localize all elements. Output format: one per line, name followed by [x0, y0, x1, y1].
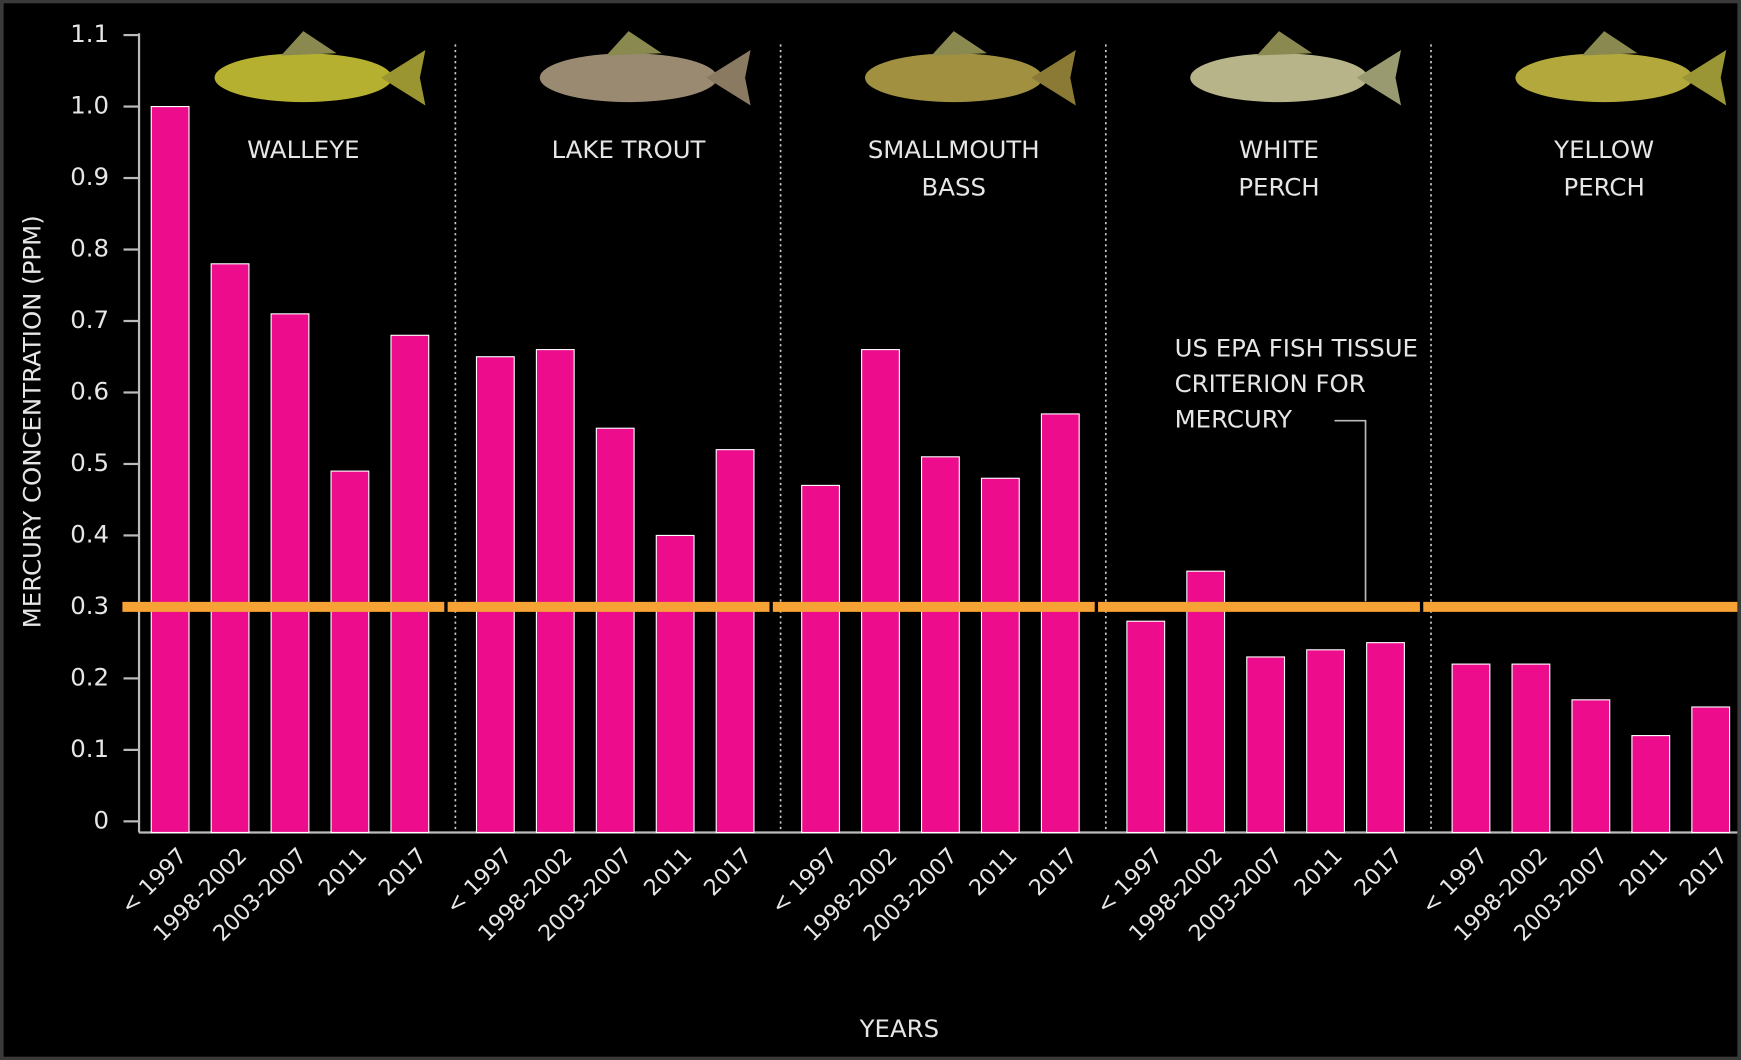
fish-fin	[281, 31, 337, 56]
y-tick-label: 0.8	[70, 234, 109, 263]
y-tick-label: 0.9	[70, 162, 109, 191]
fish-body	[214, 53, 393, 103]
bar	[801, 484, 840, 834]
bar	[150, 106, 190, 834]
bar	[210, 263, 250, 834]
bar	[1186, 570, 1226, 834]
y-tick-label: 1.0	[70, 91, 109, 120]
y-tick-label: 0.3	[70, 591, 109, 620]
group-label: SMALLMOUTH	[868, 135, 1040, 164]
y-tick-label: 0.1	[70, 734, 109, 763]
annotation-connector	[1334, 419, 1367, 602]
y-tick-label: 1.1	[70, 19, 109, 48]
fish-body	[1190, 53, 1368, 103]
bar	[1246, 656, 1286, 834]
y-tick-label: 0.2	[70, 662, 109, 691]
y-tick-label: 0.7	[70, 305, 109, 334]
annotation: CRITERION FOR	[1175, 369, 1366, 398]
fish-tail	[1356, 49, 1402, 106]
bar	[330, 470, 370, 834]
annotation: MERCURY	[1175, 405, 1293, 434]
bar	[390, 334, 430, 834]
y-tick-label: 0.6	[70, 376, 109, 405]
fish-fin	[1256, 31, 1313, 56]
fish-fin	[606, 31, 662, 56]
fish-tail	[706, 49, 751, 106]
bar	[715, 449, 755, 834]
fish-body	[1515, 53, 1693, 103]
bar	[270, 313, 310, 834]
bar	[535, 349, 575, 834]
bar	[1631, 735, 1671, 834]
fish-fin	[931, 31, 988, 56]
fish-tail	[1031, 49, 1076, 106]
bar	[921, 456, 960, 834]
bar	[1040, 413, 1080, 834]
bar	[1366, 642, 1405, 834]
group-label: LAKE TROUT	[552, 135, 706, 164]
fish-tail	[381, 49, 426, 106]
bar	[1571, 699, 1611, 834]
y-tick-label: 0.4	[70, 519, 109, 548]
fish-body	[864, 53, 1043, 103]
bar	[595, 427, 635, 834]
group-label: PERCH	[1564, 173, 1645, 202]
bar	[655, 534, 695, 834]
annotation: US EPA FISH TISSUE	[1175, 334, 1418, 363]
bar	[1306, 649, 1346, 834]
bar	[861, 349, 900, 834]
bar	[980, 477, 1020, 834]
x-axis-title: YEARS	[859, 1014, 939, 1043]
group-label: WALLEYE	[247, 135, 359, 164]
bar	[1511, 663, 1551, 834]
y-tick-label: 0.5	[70, 448, 109, 477]
fish-fin	[1581, 31, 1638, 56]
fish-tail	[1681, 49, 1727, 106]
group-label: YELLOW	[1553, 135, 1654, 164]
bar	[475, 356, 515, 834]
bar	[1126, 620, 1166, 834]
y-tick-label: 0	[94, 805, 110, 834]
fish-body	[539, 53, 718, 103]
y-axis-title: MERCURY CONCENTRATION (PPM)	[18, 215, 47, 628]
group-label: PERCH	[1238, 173, 1319, 202]
group-label: WHITE	[1239, 135, 1319, 164]
group-label: BASS	[922, 173, 986, 202]
bar	[1691, 706, 1731, 834]
bar	[1451, 663, 1491, 834]
